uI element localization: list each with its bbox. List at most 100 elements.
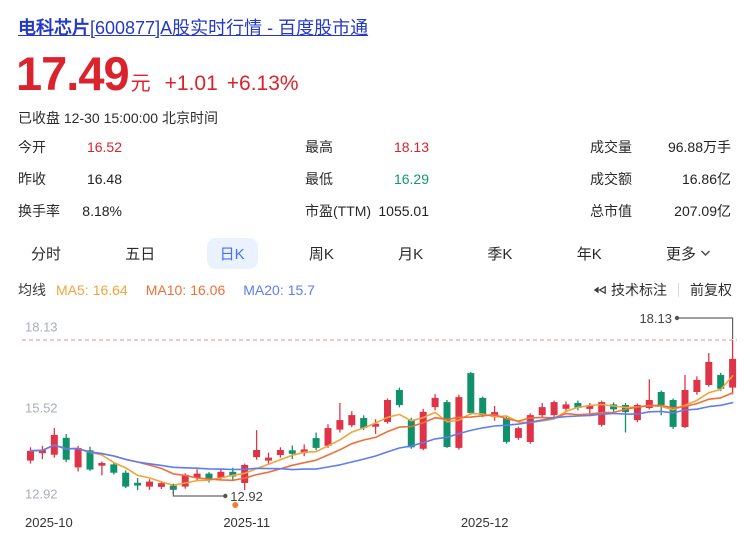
candle-body [705, 361, 713, 385]
candle-body [538, 407, 546, 416]
candle-body [717, 374, 725, 389]
y-axis-label: 18.13 [25, 320, 58, 335]
tab-more-label: 更多 [665, 245, 696, 263]
stat-label: 总市值 [590, 203, 632, 219]
candle-body [586, 405, 594, 409]
candle-body [372, 423, 380, 427]
candle-body [479, 397, 487, 415]
candle-body [122, 472, 130, 487]
candle-body [514, 428, 522, 438]
price-unit: 元 [130, 73, 151, 95]
candle-body [574, 403, 582, 408]
tab-minute[interactable]: 分时 [31, 245, 62, 263]
candle-body [419, 411, 427, 449]
stat-row: 最高 18.13 [305, 137, 429, 157]
candle-body [360, 418, 368, 429]
candle-body [324, 428, 332, 446]
ma-prefix-label: 均线 [18, 282, 46, 298]
candle-body [681, 390, 689, 427]
annotation-pen-icon [593, 285, 606, 295]
title-rest: [600877]A股实时行情 - 百度股市通 [90, 18, 369, 38]
candle-body [407, 420, 415, 448]
candle-body [384, 400, 391, 422]
candle-body [395, 390, 403, 406]
candle-body [467, 373, 475, 413]
stat-label: 最高 [305, 139, 333, 155]
candle-body [312, 438, 320, 448]
stat-row: 成交量 96.88万手 [590, 137, 731, 157]
candle-body [443, 402, 451, 447]
ma20-line [29, 401, 734, 471]
candle-body [98, 463, 106, 466]
kline-chart[interactable]: 18.13 12.92 18.13 15.52 12.92 2025-10 2025-11 2… [0, 306, 750, 543]
candle-body [265, 457, 272, 461]
stat-value: 16.52 [86, 139, 122, 155]
ma5-line [29, 375, 734, 487]
candle-body [348, 415, 356, 426]
candle-body [729, 358, 737, 388]
candle-body [657, 392, 665, 405]
tab-daily-k[interactable]: 日K [206, 237, 258, 269]
candle-body [86, 450, 94, 470]
y-axis-label: 15.52 [25, 401, 58, 416]
tab-yearly-k[interactable]: 年K [576, 245, 602, 263]
candle-body [181, 474, 189, 487]
stat-row: 最低 16.29 [305, 169, 429, 189]
candle-body [74, 447, 82, 468]
x-axis-label: 2025-10 [25, 515, 73, 530]
tab-weekly-k[interactable]: 周K [308, 245, 334, 263]
ma10-line [29, 392, 734, 482]
stat-row: 昨收 16.48 [18, 169, 122, 189]
forward-adjusted-button[interactable]: 前复权 [690, 280, 732, 300]
stat-value: 207.09亿 [674, 203, 731, 219]
stat-row: 市盈(TTM) 1055.01 [305, 201, 429, 221]
candle-body [622, 405, 629, 413]
tab-more[interactable]: 更多 [653, 238, 724, 269]
candle-body [336, 420, 344, 430]
stat-value: 16.86亿 [681, 171, 731, 187]
stock-name: 电科芯片 [18, 18, 90, 38]
stats-column-3: 成交量 96.88万手 成交额 16.86亿 总市值 207.09亿 [590, 137, 731, 233]
stats-column-2: 最高 18.13 最低 16.29 市盈(TTM) 1055.01 [305, 137, 429, 233]
chevron-down-icon [700, 249, 711, 257]
candle-body [526, 415, 534, 442]
stat-row: 换手率 8.18% [18, 201, 122, 221]
tab-5day[interactable]: 五日 [125, 245, 156, 263]
tools-divider [678, 283, 679, 297]
ma20-legend: MA20: 15.7 [243, 282, 315, 298]
candle-body [503, 418, 510, 442]
stat-row: 今开 16.52 [18, 137, 122, 157]
candle-body [38, 449, 46, 454]
candle-body [645, 400, 653, 408]
stat-label: 换手率 [18, 203, 60, 219]
y-axis-label: 12.92 [25, 487, 58, 502]
stat-label: 今开 [18, 139, 46, 155]
candle-body [229, 471, 237, 477]
tab-quarterly-k[interactable]: 季K [487, 245, 513, 263]
candle-body [217, 471, 225, 478]
stat-row: 总市值 207.09亿 [590, 201, 731, 221]
market-status: 已收盘 12-30 15:00:00 北京时间 [18, 110, 218, 126]
candle-body [288, 450, 296, 454]
x-axis-label: 2025-12 [461, 515, 509, 530]
price-change: +1.01 [164, 72, 218, 95]
candle-body [562, 404, 570, 409]
stat-label: 市盈(TTM) [305, 203, 372, 219]
low-annotation-label: 12.92 [230, 489, 263, 504]
high-annotation-dot [674, 315, 680, 321]
candle-body [205, 473, 213, 480]
price-block: 17.49 元 +1.01 +6.13% [16, 50, 299, 97]
low-marker-dot [232, 502, 239, 508]
stat-value: 96.88万手 [667, 139, 731, 155]
result-title-link[interactable]: 电科芯片[600877]A股实时行情 - 百度股市通 [18, 14, 368, 40]
candle-body [276, 450, 284, 455]
candle-body [455, 397, 463, 448]
tab-monthly-k[interactable]: 月K [398, 245, 424, 263]
chart-tools: 技术标注 前复权 [593, 280, 732, 300]
stats-column-1: 今开 16.52 昨收 16.48 换手率 8.18% [18, 137, 122, 233]
stat-value: 18.13 [393, 139, 429, 155]
stat-label: 昨收 [18, 171, 46, 187]
stat-label: 成交量 [590, 139, 632, 155]
technical-annotation-button[interactable]: 技术标注 [593, 280, 667, 300]
ma10-legend: MA10: 16.06 [145, 282, 226, 298]
